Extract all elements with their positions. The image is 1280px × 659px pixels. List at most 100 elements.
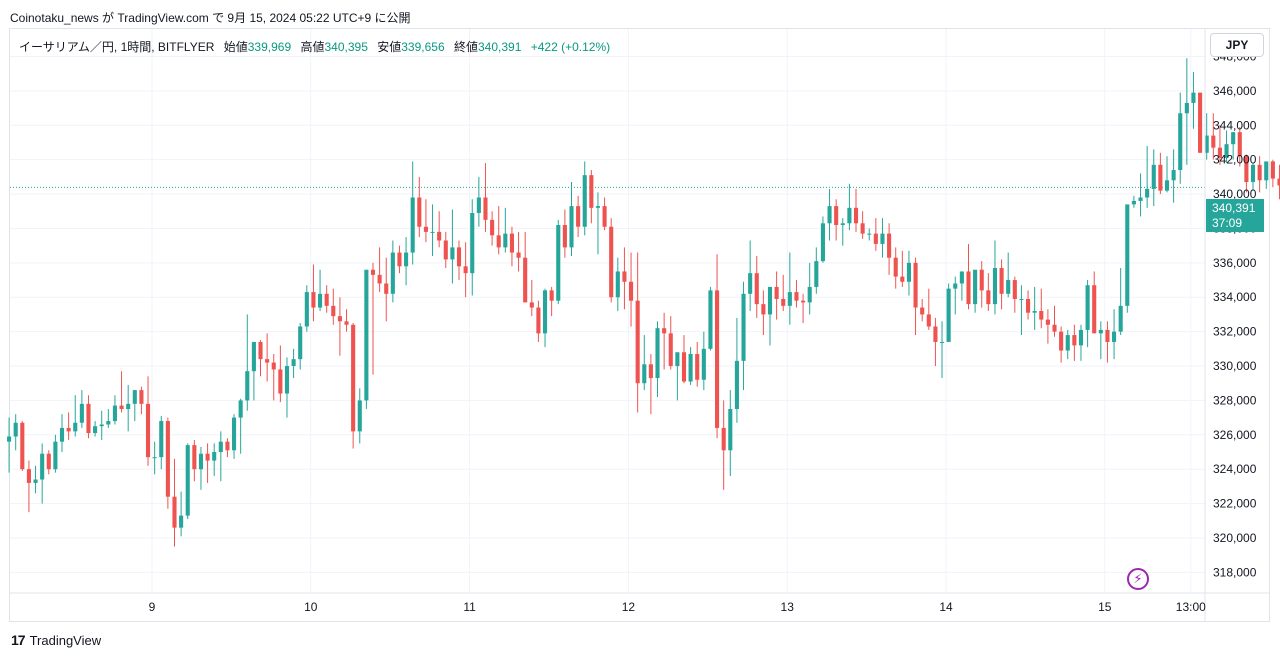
candle-body: [715, 290, 720, 428]
publish-info: Coinotaku_news が TradingView.com で 9月 15…: [10, 11, 411, 25]
candle: [1105, 321, 1110, 363]
candle-body: [662, 328, 667, 334]
candle: [1257, 156, 1262, 193]
lightning-icon[interactable]: ⚡: [1127, 568, 1149, 590]
candle: [582, 161, 587, 236]
candle-body: [1125, 204, 1130, 306]
candle: [900, 250, 905, 287]
candle-body: [681, 352, 687, 382]
price-tick-label: 320,000: [1213, 531, 1257, 545]
candle-body: [873, 233, 878, 244]
candle-body: [238, 400, 243, 418]
candle-body: [370, 269, 376, 275]
candle-body: [1105, 329, 1110, 342]
candle: [748, 240, 753, 311]
candle: [801, 293, 806, 324]
candle-body: [827, 206, 832, 224]
candle-body: [589, 175, 594, 208]
candle: [569, 182, 574, 256]
candle: [1250, 163, 1256, 191]
candle: [364, 269, 369, 410]
candle-body: [119, 405, 124, 410]
candle: [728, 390, 733, 477]
candle: [615, 257, 620, 311]
candle-body: [1277, 178, 1280, 186]
candle-body: [165, 421, 170, 497]
candle-body: [311, 292, 316, 308]
price-tick-label: 336,000: [1213, 256, 1257, 270]
candle-body: [966, 271, 971, 305]
candle: [119, 371, 124, 413]
candle: [86, 395, 91, 439]
chart-frame[interactable]: [9, 28, 1270, 622]
candle: [893, 247, 898, 289]
candle-body: [1270, 161, 1275, 179]
candle: [959, 271, 964, 301]
candle: [668, 316, 673, 370]
candle-body: [847, 207, 852, 224]
candle: [46, 450, 51, 475]
candle: [291, 348, 296, 379]
candle-body: [953, 283, 958, 289]
price-tick-label: 324,000: [1213, 462, 1257, 476]
price-tick-label: 332,000: [1213, 325, 1257, 339]
candle: [132, 390, 137, 422]
candle: [781, 274, 786, 311]
candle: [1092, 271, 1097, 334]
candle: [840, 218, 845, 246]
candle-body: [1052, 324, 1057, 332]
candle: [463, 242, 468, 298]
candle: [715, 254, 720, 439]
currency-button[interactable]: JPY: [1210, 33, 1264, 57]
candle: [437, 211, 442, 248]
candle: [337, 297, 342, 356]
candle-body: [33, 479, 38, 483]
tradingview-logo-icon: 17: [11, 632, 26, 648]
candle: [145, 376, 151, 466]
candle: [397, 245, 402, 274]
candle: [192, 439, 197, 482]
candle: [172, 458, 177, 547]
candle-body: [1012, 280, 1017, 299]
candle: [205, 443, 210, 483]
candle-body: [496, 235, 501, 248]
low-value: 339,656: [401, 40, 445, 54]
candle: [946, 283, 951, 342]
candle-body: [20, 422, 25, 470]
candle: [1059, 326, 1064, 363]
price-tick-label: 340,000: [1213, 187, 1257, 201]
candle: [370, 262, 376, 375]
candle-body: [417, 197, 422, 227]
candle: [853, 188, 859, 232]
candle-body: [1250, 164, 1256, 183]
candle-body: [384, 283, 389, 294]
candle: [734, 317, 739, 423]
candle: [7, 417, 12, 473]
candle: [152, 441, 157, 475]
tradingview-brand[interactable]: 17 TradingView: [11, 632, 101, 648]
candle-body: [1118, 305, 1123, 332]
candle: [701, 331, 706, 391]
candle-body: [212, 452, 217, 461]
candle: [913, 257, 918, 336]
candle: [880, 218, 885, 258]
candle-body: [503, 233, 508, 248]
candle-body: [251, 341, 256, 372]
candle: [139, 386, 144, 415]
candle-body: [225, 441, 230, 451]
candle-body: [40, 453, 45, 480]
candle-body: [781, 298, 786, 306]
candle-body: [351, 324, 356, 432]
candle: [820, 216, 825, 263]
candle-body: [820, 223, 825, 262]
candle: [106, 409, 111, 428]
candle: [165, 417, 170, 509]
candle: [1039, 288, 1044, 329]
candle-body: [867, 233, 872, 235]
candle: [231, 414, 237, 459]
candle-body: [377, 274, 382, 284]
time-tick-label: 10: [304, 600, 318, 614]
candle: [595, 192, 601, 255]
candle: [53, 434, 58, 473]
